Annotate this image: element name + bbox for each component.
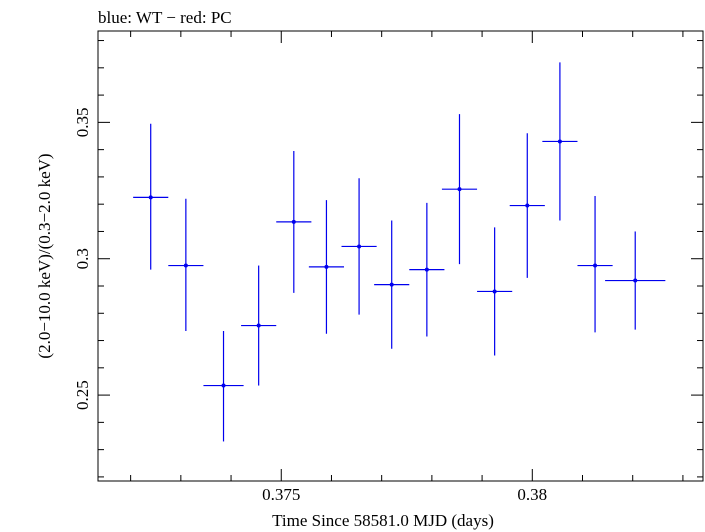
y-tick-label: 0.25	[73, 380, 92, 410]
data-point	[308, 200, 345, 334]
data-point	[374, 220, 410, 349]
point-marker	[221, 383, 226, 388]
data-point	[605, 231, 666, 330]
data-points	[133, 62, 666, 442]
chart-title: blue: WT − red: PC	[98, 8, 232, 27]
y-axis-label: (2.0−10.0 keV)/(0.3−2.0 keV)	[35, 153, 54, 358]
point-marker	[457, 187, 462, 192]
point-marker	[525, 203, 530, 208]
y-tick-label: 0.3	[73, 248, 92, 269]
point-marker	[633, 278, 638, 283]
data-point	[341, 178, 377, 315]
data-point	[133, 123, 169, 270]
point-marker	[256, 323, 261, 328]
point-marker	[183, 263, 188, 268]
data-point	[409, 202, 445, 337]
x-tick-label: 0.375	[262, 485, 300, 504]
data-point	[509, 133, 545, 278]
point-marker	[593, 263, 598, 268]
data-point	[168, 198, 204, 331]
data-point	[577, 196, 613, 333]
data-point	[542, 62, 578, 221]
data-point	[241, 265, 277, 386]
point-marker	[357, 244, 362, 249]
data-point	[276, 151, 312, 293]
axis-ticks	[98, 31, 703, 481]
plot-frame	[97, 30, 704, 482]
x-axis-label: Time Since 58581.0 MJD (days)	[272, 511, 494, 530]
point-marker	[389, 282, 394, 287]
data-point	[203, 331, 244, 442]
axis-tick-labels: 0.375 0.38 0.25 0.3 0.35	[73, 107, 547, 504]
point-marker	[324, 264, 329, 269]
data-point	[441, 114, 478, 265]
point-marker	[557, 139, 562, 144]
x-tick-label: 0.38	[517, 485, 547, 504]
data-point	[477, 227, 513, 356]
point-marker	[291, 219, 296, 224]
point-marker	[492, 289, 497, 294]
point-marker	[148, 195, 153, 200]
y-tick-label: 0.35	[73, 107, 92, 137]
point-marker	[424, 267, 429, 272]
